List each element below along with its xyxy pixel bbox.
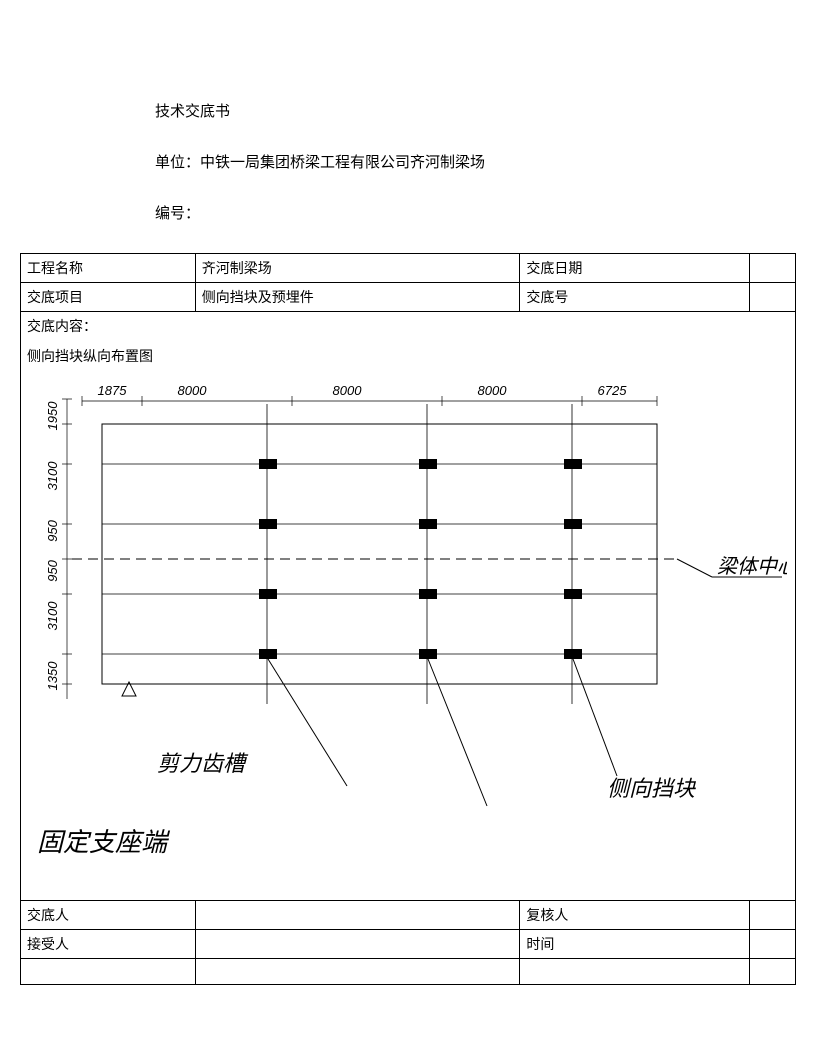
content-row: 交底内容： 侧向挡块纵向布置图 1875 8000 8000 8000 6725 1950… — [21, 312, 796, 901]
receiver-value — [195, 930, 520, 959]
empty-cell — [21, 959, 196, 985]
svg-text:剪力齿槽: 剪力齿槽 — [157, 751, 249, 776]
table-row: 交底项目 侧向挡块及预埋件 交底号 — [21, 283, 796, 312]
reviewer-value — [750, 901, 796, 930]
svg-text:1350: 1350 — [45, 661, 60, 691]
empty-cell — [195, 959, 520, 985]
date-value — [750, 254, 796, 283]
sender-label: 交底人 — [21, 901, 196, 930]
empty-cell — [520, 959, 750, 985]
reviewer-label: 复核人 — [520, 901, 750, 930]
table-row: 接受人 时间 — [21, 930, 796, 959]
item-label: 交底项目 — [21, 283, 196, 312]
table-row: 交底人 复核人 — [21, 901, 796, 930]
item-value: 侧向挡块及预埋件 — [195, 283, 520, 312]
project-name-label: 工程名称 — [21, 254, 196, 283]
sender-value — [195, 901, 520, 930]
project-name-value: 齐河制梁场 — [195, 254, 520, 283]
doc-title: 技术交底书 — [155, 100, 816, 121]
time-label: 时间 — [520, 930, 750, 959]
serial-line: 编号： — [155, 202, 816, 223]
info-table: 工程名称 齐河制梁场 交底日期 交底项目 侧向挡块及预埋件 交底号 交底内容： … — [20, 253, 796, 985]
svg-text:固定支座端: 固定支座端 — [37, 828, 171, 857]
svg-text:8000: 8000 — [478, 383, 508, 398]
svg-text:1950: 1950 — [45, 401, 60, 431]
diagram-svg: 1875 8000 8000 8000 6725 1950 3100 950 950 3100 13… — [27, 376, 787, 896]
svg-text:侧向挡块: 侧向挡块 — [607, 776, 697, 801]
layout-diagram: 1875 8000 8000 8000 6725 1950 3100 950 950 3100 13… — [27, 376, 777, 896]
unit-line: 单位：中铁一局集团桥梁工程有限公司齐河制梁场 — [155, 151, 816, 172]
svg-text:950: 950 — [45, 559, 60, 581]
number-label: 交底号 — [520, 283, 750, 312]
svg-text:梁体中心线: 梁体中心线 — [717, 556, 787, 578]
time-value — [750, 930, 796, 959]
content-cell: 交底内容： 侧向挡块纵向布置图 1875 8000 8000 8000 6725 1950… — [21, 312, 796, 901]
content-subtitle: 侧向挡块纵向布置图 — [27, 346, 789, 366]
number-value — [750, 283, 796, 312]
empty-cell — [750, 959, 796, 985]
svg-text:8000: 8000 — [333, 383, 363, 398]
svg-text:3100: 3100 — [45, 461, 60, 491]
svg-text:3100: 3100 — [45, 601, 60, 631]
svg-text:6725: 6725 — [598, 383, 628, 398]
receiver-label: 接受人 — [21, 930, 196, 959]
unit-label: 单位： — [155, 154, 200, 171]
svg-text:8000: 8000 — [178, 383, 208, 398]
table-row: 工程名称 齐河制梁场 交底日期 — [21, 254, 796, 283]
unit-value: 中铁一局集团桥梁工程有限公司齐河制梁场 — [200, 154, 485, 171]
document-header: 技术交底书 单位：中铁一局集团桥梁工程有限公司齐河制梁场 编号： — [0, 0, 816, 223]
svg-text:1875: 1875 — [98, 383, 128, 398]
content-label: 交底内容： — [27, 316, 789, 336]
svg-text:950: 950 — [45, 519, 60, 541]
date-label: 交底日期 — [520, 254, 750, 283]
table-row — [21, 959, 796, 985]
